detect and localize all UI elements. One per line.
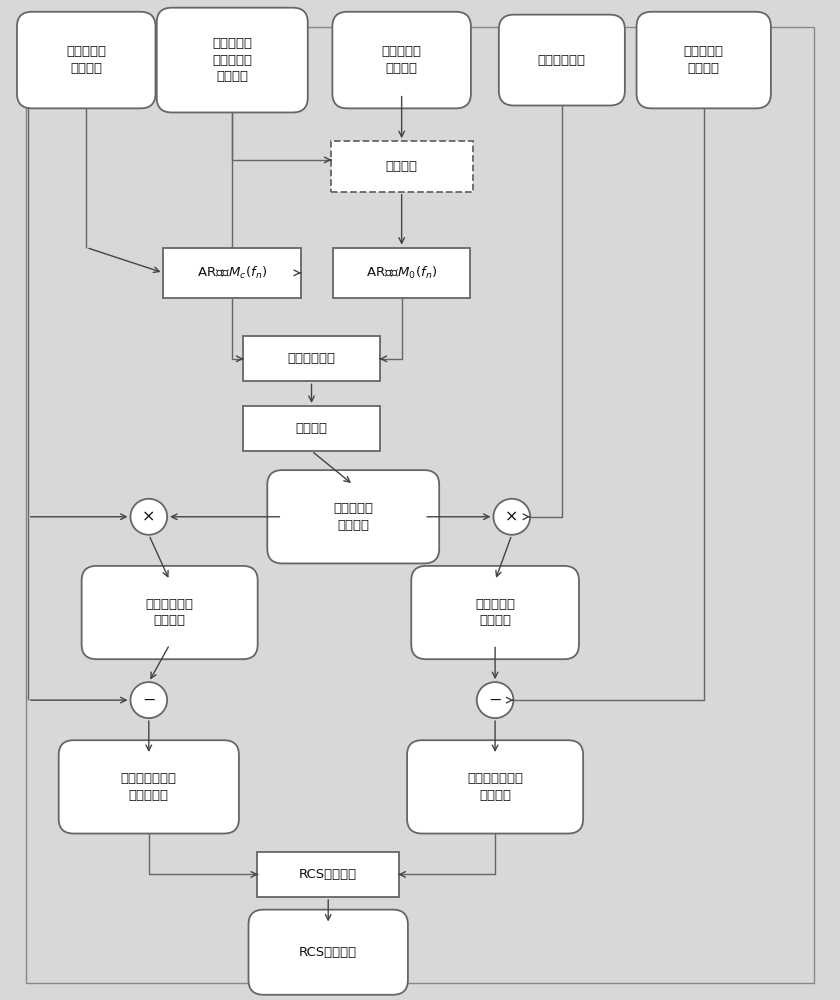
- FancyBboxPatch shape: [243, 336, 381, 381]
- Circle shape: [130, 682, 167, 718]
- Text: −: −: [142, 693, 155, 708]
- FancyBboxPatch shape: [333, 12, 471, 108]
- Text: 背景相减后定标
体回波数据: 背景相减后定标 体回波数据: [121, 772, 176, 802]
- FancyBboxPatch shape: [17, 12, 155, 108]
- Text: 建立代价函数: 建立代价函数: [287, 352, 335, 365]
- Text: RCS定标处理: RCS定标处理: [299, 868, 357, 881]
- Text: 背景相减: 背景相减: [386, 160, 417, 173]
- Text: AR模型$M_0(f_n)$: AR模型$M_0(f_n)$: [366, 265, 438, 281]
- Text: AR模型$M_c(f_n)$: AR模型$M_c(f_n)$: [197, 265, 267, 281]
- Text: 参考定标体
测量数据: 参考定标体 测量数据: [381, 45, 422, 75]
- FancyBboxPatch shape: [407, 740, 583, 834]
- Text: 校正后目标
回波数据: 校正后目标 回波数据: [475, 598, 515, 627]
- Text: 定标体背景
测量数据: 定标体背景 测量数据: [66, 45, 106, 75]
- FancyBboxPatch shape: [257, 852, 399, 897]
- Text: 目标测量时
定标体连续
测量数据: 目标测量时 定标体连续 测量数据: [213, 37, 252, 83]
- Text: ×: ×: [142, 509, 155, 524]
- Text: 校正后定标体
回波数据: 校正后定标体 回波数据: [145, 598, 194, 627]
- FancyBboxPatch shape: [157, 8, 307, 112]
- Text: 目标区背景
测量数据: 目标区背景 测量数据: [684, 45, 724, 75]
- FancyBboxPatch shape: [331, 141, 473, 192]
- FancyBboxPatch shape: [164, 248, 301, 298]
- FancyBboxPatch shape: [333, 248, 470, 298]
- FancyBboxPatch shape: [249, 910, 408, 995]
- FancyBboxPatch shape: [81, 566, 258, 659]
- FancyBboxPatch shape: [412, 566, 579, 659]
- Text: 优化求解: 优化求解: [296, 422, 328, 435]
- Text: 目标测量数据: 目标测量数据: [538, 54, 585, 67]
- Circle shape: [493, 499, 530, 535]
- Text: 幅度与相位
校正参数: 幅度与相位 校正参数: [333, 502, 373, 532]
- Circle shape: [477, 682, 513, 718]
- FancyBboxPatch shape: [59, 740, 239, 834]
- Text: −: −: [488, 693, 501, 708]
- Text: RCS测量结果: RCS测量结果: [299, 946, 357, 959]
- FancyBboxPatch shape: [499, 15, 625, 105]
- Text: ×: ×: [505, 509, 518, 524]
- Circle shape: [130, 499, 167, 535]
- FancyBboxPatch shape: [267, 470, 439, 563]
- Text: 背景相减后目标
回波数据: 背景相减后目标 回波数据: [467, 772, 523, 802]
- FancyBboxPatch shape: [243, 406, 381, 451]
- FancyBboxPatch shape: [637, 12, 771, 108]
